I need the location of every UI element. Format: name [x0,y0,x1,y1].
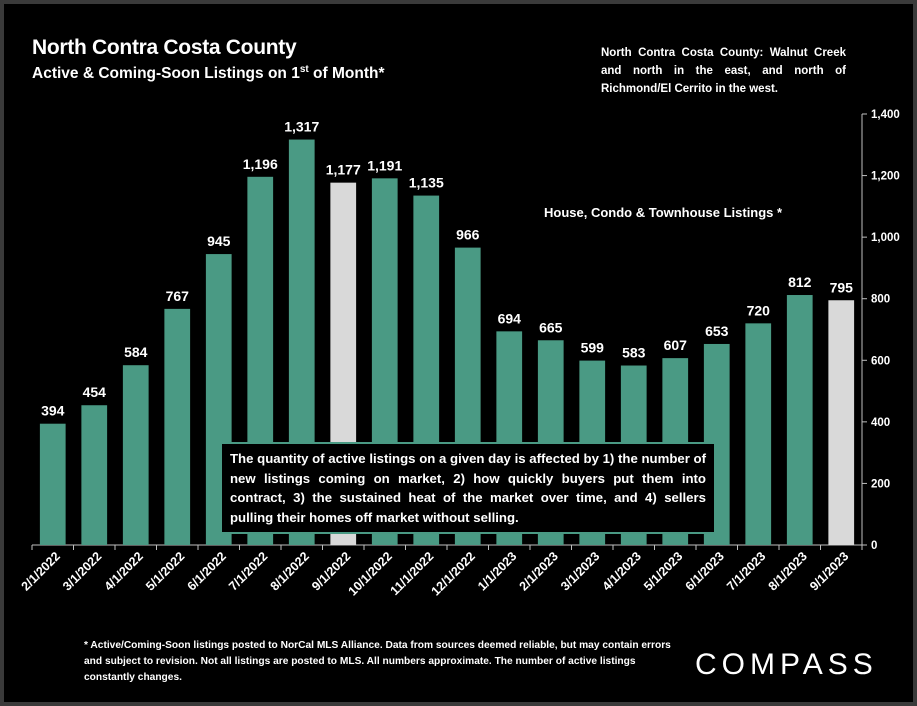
x-tick-label: 12/1/2022 [429,549,478,598]
x-tick-label: 9/1/2023 [807,549,851,593]
compass-logo: COMPASS [695,648,878,681]
x-tick-label: 5/1/2023 [641,549,685,593]
footnote: * Active/Coming-Soon listings posted to … [84,640,671,683]
subtitle-text: Active & Coming-Soon Listings on 1 [32,65,300,83]
bar-value-label: 394 [41,403,65,419]
y-tick-label: 600 [871,355,890,367]
x-tick-label: 3/1/2023 [558,549,602,593]
bar-value-label: 795 [830,279,854,295]
bar-value-label: 694 [498,310,522,326]
x-tick-label: 5/1/2022 [143,549,187,593]
x-tick-label: 4/1/2023 [600,549,644,593]
bar-value-label: 966 [456,227,480,243]
bar-value-label: 607 [664,337,688,353]
bar-value-label: 945 [207,233,231,249]
chart-subtitle: Active & Coming-Soon Listings on 1st of … [32,64,385,83]
bar [164,308,191,545]
bar-value-label: 1,191 [367,157,402,173]
bar-value-label: 1,317 [284,119,319,135]
chart-title: North Contra Costa County [32,36,297,59]
explanation-callout: The quantity of active listings on a giv… [220,442,716,534]
x-tick-label: 8/1/2023 [766,549,810,593]
y-tick-label: 1,200 [871,171,900,183]
bar [745,323,772,545]
y-tick-label: 200 [871,478,890,490]
x-tick-label: 2/1/2022 [19,549,63,593]
bar [786,295,813,545]
x-tick-label: 11/1/2022 [388,549,437,598]
bar-value-label: 767 [166,288,190,304]
x-tick-label: 8/1/2022 [268,549,312,593]
x-tick-label: 4/1/2022 [102,549,146,593]
bar-value-label: 584 [124,344,148,360]
bar [122,365,149,545]
x-tick-label: 7/1/2022 [226,549,270,593]
x-tick-label: 7/1/2023 [724,549,768,593]
y-tick-label: 800 [871,294,890,306]
y-tick-label: 1,400 [871,109,900,121]
bar [81,405,108,545]
x-tick-label: 1/1/2023 [475,549,519,593]
bar-value-label: 665 [539,319,563,335]
y-tick-label: 1,000 [871,232,900,244]
y-tick-label: 400 [871,417,890,429]
bar-value-label: 599 [581,340,605,356]
bar-value-label: 454 [83,384,107,400]
subtitle-superscript: st [299,64,309,75]
x-tick-label: 6/1/2022 [185,549,229,593]
bar-value-label: 653 [705,323,729,339]
bar-value-label: 1,135 [409,175,444,191]
bar [828,300,855,545]
bar-value-label: 720 [747,302,771,318]
x-tick-label: 3/1/2022 [60,549,104,593]
bar-value-label: 583 [622,345,646,361]
series-label: House, Condo & Townhouse Listings * [544,205,783,220]
region-note: North Contra Costa County: Walnut Creek … [601,47,846,95]
bar-value-label: 1,196 [243,156,278,172]
x-tick-label: 6/1/2023 [683,549,727,593]
bar [39,423,66,545]
subtitle-tail: of Month* [308,65,385,83]
y-tick-label: 0 [871,540,877,552]
x-tick-label: 10/1/2022 [346,549,395,598]
bar-value-label: 1,177 [326,162,361,178]
bar-value-label: 812 [788,274,812,290]
x-tick-label: 2/1/2023 [517,549,561,593]
